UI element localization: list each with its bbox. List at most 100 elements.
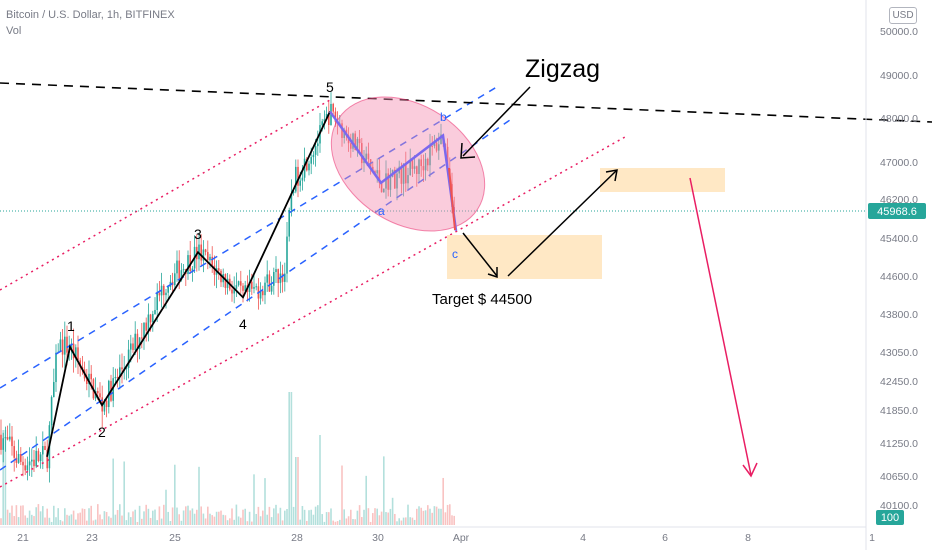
volume-bar [165, 489, 167, 525]
rebound-zone-box[interactable] [600, 168, 725, 192]
volume-bar [270, 517, 273, 525]
volume-bar [369, 521, 372, 525]
volume-bar [33, 516, 35, 525]
volume-bar [156, 520, 158, 525]
volume-bar [112, 458, 114, 525]
resistance-trendline[interactable] [0, 82, 932, 123]
volume-bar [301, 505, 304, 525]
candle-body [323, 119, 326, 122]
volume-bar [268, 506, 271, 525]
candle-body [383, 188, 385, 193]
volume-bar [9, 512, 11, 525]
symbol-title[interactable]: Bitcoin / U.S. Dollar, 1h, BITFINEX [6, 9, 175, 21]
candle-body [363, 160, 365, 164]
volume-bar [152, 510, 154, 525]
volume-bar [86, 520, 88, 525]
candle-body [235, 285, 238, 289]
volume-bar [446, 504, 449, 525]
candle-body [389, 176, 392, 190]
volume-bar [68, 515, 70, 525]
currency-button[interactable]: USD [889, 7, 917, 24]
wave-label-5: 5 [326, 79, 334, 95]
price-tick-label: 47000.0 [880, 157, 918, 169]
volume-bar [114, 514, 117, 525]
price-tick-label: 42450.0 [880, 376, 918, 388]
candle-body [4, 437, 7, 439]
volume-bar [281, 520, 284, 525]
candle-body [178, 260, 180, 280]
candle-body [119, 367, 121, 378]
volume-bar [334, 521, 337, 525]
volume-bars [0, 392, 455, 525]
volume-indicator-label[interactable]: Vol [6, 25, 22, 37]
volume-bar [163, 504, 165, 525]
candle-body [31, 459, 33, 462]
volume-bar [178, 514, 180, 525]
candle-body [424, 158, 427, 171]
volume-bar [222, 514, 224, 525]
red-channel-lower[interactable] [0, 136, 626, 488]
wave-label-3: 3 [194, 226, 202, 242]
candle-body [163, 285, 165, 296]
target-text: Target $ 44500 [432, 291, 532, 308]
volume-bar [345, 518, 348, 525]
c-wave-extension [448, 167, 456, 231]
candle-body [402, 163, 405, 184]
current-price-badge [868, 203, 926, 219]
volume-bar [259, 516, 262, 525]
volume-bar [341, 465, 343, 525]
candle-body [385, 173, 387, 189]
candle-body [248, 281, 251, 292]
zigzag-highlight-ellipse[interactable] [306, 69, 509, 258]
volume-bar [288, 392, 290, 525]
volume-bar [81, 508, 84, 525]
volume-bar [105, 511, 108, 525]
volume-bar [383, 456, 385, 525]
candle-body [130, 343, 132, 350]
candle-body [158, 292, 161, 296]
candle-body [407, 175, 409, 184]
volume-bar [35, 507, 37, 525]
time-axis[interactable]: 21 23 25 28 30 Apr 4 6 8 1 [17, 532, 875, 544]
volume-bar [193, 513, 196, 525]
volume-bar [97, 504, 99, 525]
volume-bar [132, 511, 134, 525]
candle-body [365, 153, 367, 161]
candle-body [288, 209, 290, 237]
candle-body [209, 256, 211, 261]
volume-bar [429, 508, 431, 525]
candle-body [145, 322, 147, 331]
candle-body [259, 291, 262, 299]
candle-body [198, 244, 200, 260]
volume-bar [119, 504, 121, 525]
candle-body [136, 333, 139, 350]
candle-body [251, 281, 253, 289]
volume-bar [365, 475, 367, 525]
volume-bar [422, 510, 425, 525]
volume-bar [64, 508, 66, 525]
candle-body [314, 146, 317, 155]
volume-bar [215, 511, 218, 525]
volume-bar [83, 508, 86, 525]
red-channel-upper[interactable] [0, 99, 331, 291]
candle-body [394, 169, 396, 189]
price-tick-label: 40650.0 [880, 471, 918, 483]
candle-body [141, 337, 143, 339]
candle-body [233, 288, 235, 294]
volume-bar [372, 513, 374, 525]
current-price-text: 45968.6 [877, 206, 917, 218]
price-axis[interactable]: 50000.049000.048000.047000.046200.045400… [880, 26, 918, 512]
candle-body [295, 166, 297, 192]
time-tick-label: 25 [169, 532, 181, 544]
price-tick-label: 43050.0 [880, 347, 918, 359]
volume-bar [242, 509, 244, 525]
impulse-wave-line[interactable] [46, 111, 331, 457]
blue-channel-upper[interactable] [0, 84, 501, 389]
candle-body [237, 281, 240, 286]
volume-bar [145, 504, 147, 525]
time-tick-label: 6 [662, 532, 668, 544]
target-zone-box[interactable] [447, 235, 602, 279]
candle-body [17, 454, 20, 463]
candle-body [275, 269, 277, 273]
